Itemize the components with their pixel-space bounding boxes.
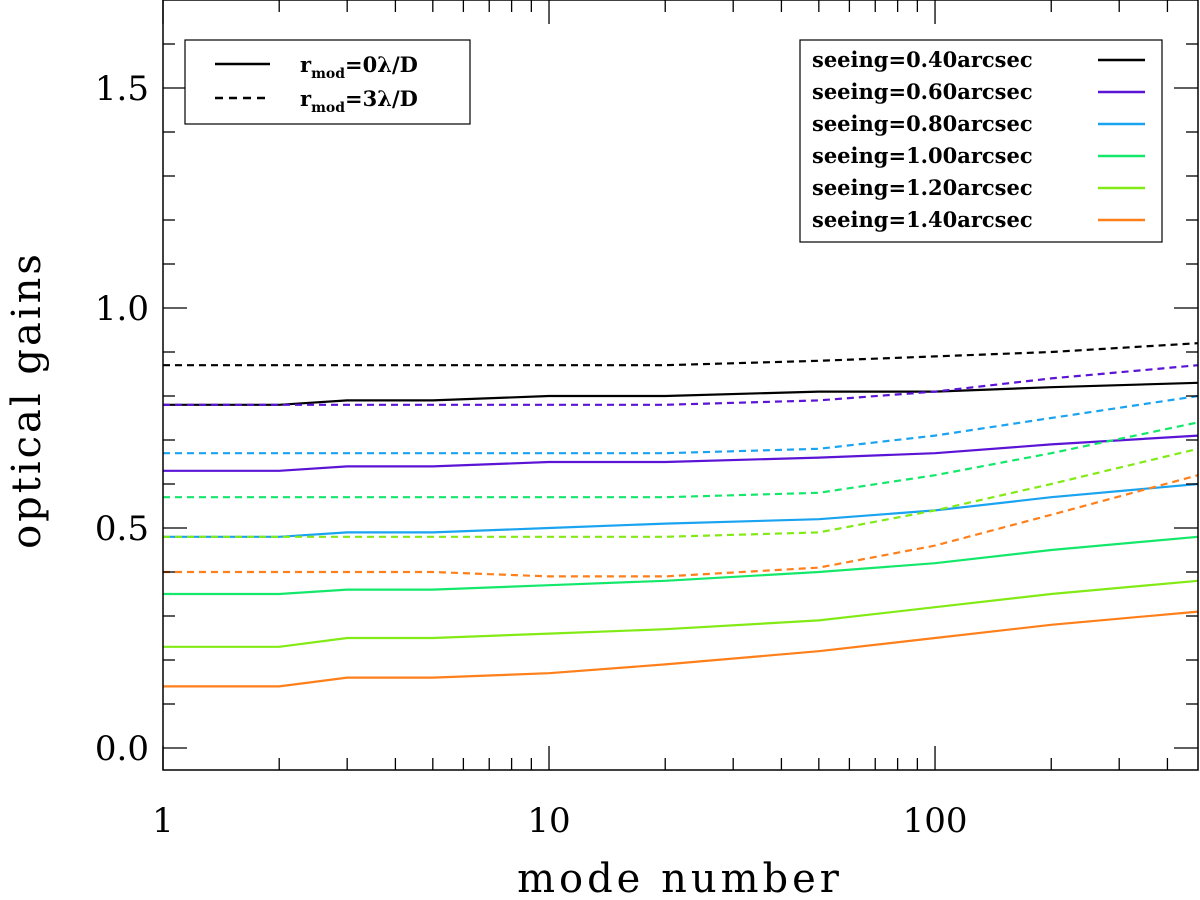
style-legend: rmod=0λ/D rmod=3λ/D	[184, 39, 471, 125]
series-line-0.60-dashed	[163, 364, 1199, 406]
series-line-0.40-dashed	[163, 342, 1199, 367]
color-legend-label: seeing=1.00arcsec	[812, 143, 1033, 168]
series-line-1.00-dashed	[163, 421, 1199, 499]
y-tick-label: 1.0	[95, 289, 149, 329]
style-legend-label-solid: rmod=0λ/D	[300, 52, 418, 82]
series-line-1.40-dashed	[163, 474, 1199, 578]
color-legend-label: seeing=0.40arcsec	[812, 47, 1033, 72]
color-legend-label: seeing=0.80arcsec	[812, 111, 1033, 136]
style-legend-items: rmod=0λ/D rmod=3λ/D	[215, 52, 418, 116]
x-tick-label: 100	[903, 801, 968, 841]
color-legend-label: seeing=0.60arcsec	[812, 79, 1033, 104]
ticks-layer: 0.0 0.5 1.0 1.5 1 10 100	[95, 0, 1198, 841]
color-legend-label: seeing=1.40arcsec	[812, 207, 1033, 232]
color-legend-box	[799, 39, 1163, 243]
series-line-1.00-solid	[163, 535, 1199, 596]
x-axis-title: mode number	[517, 856, 843, 900]
y-tick-label: 0.5	[95, 509, 149, 549]
color-legend-label: seeing=1.20arcsec	[812, 175, 1033, 200]
y-tick-label: 0.0	[95, 729, 149, 769]
series-line-1.20-dashed	[163, 447, 1199, 538]
style-legend-box	[184, 39, 471, 125]
series-line-0.80-dashed	[163, 394, 1199, 455]
series-layer	[163, 342, 1199, 688]
style-legend-label-dashed: rmod=3λ/D	[300, 86, 418, 116]
x-tick-label: 10	[527, 801, 570, 841]
series-line-1.40-solid	[163, 610, 1199, 688]
y-tick-label: 1.5	[95, 69, 149, 109]
color-legend-items: seeing=0.40arcsec seeing=0.60arcsec seeing…	[812, 47, 1145, 232]
x-tick-label: 1	[152, 801, 174, 841]
series-line-1.20-solid	[163, 579, 1199, 648]
series-line-0.40-solid	[163, 381, 1199, 406]
color-legend: seeing=0.40arcsec seeing=0.60arcsec seeing…	[799, 39, 1163, 243]
y-axis-title: optical gains	[4, 251, 50, 549]
series-line-0.60-solid	[163, 434, 1199, 472]
series-line-0.80-solid	[163, 482, 1199, 538]
plot-frame	[162, 0, 1199, 771]
